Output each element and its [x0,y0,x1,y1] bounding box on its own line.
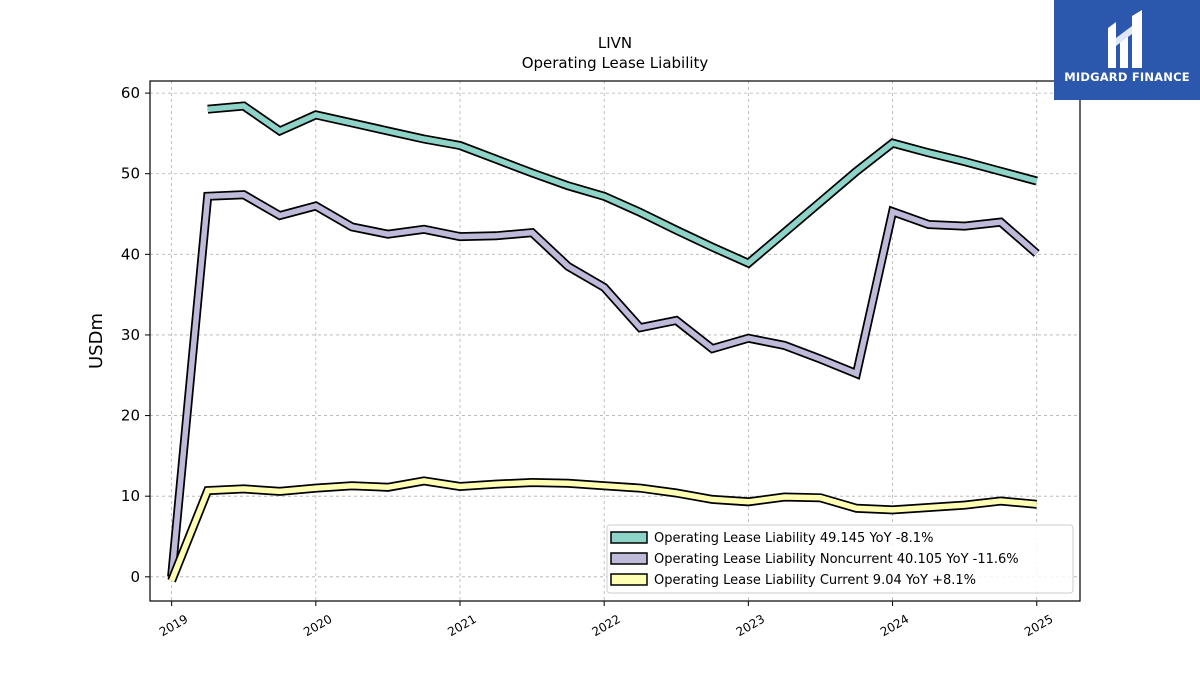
x-tick-label: 2023 [734,612,767,639]
logo-mark-icon [1108,10,1142,68]
y-tick-label: 0 [130,568,140,586]
midgard-finance-logo: MIDGARD FINANCE [1054,0,1200,100]
series-line-operating-lease-liability-noncurrent [168,191,1039,578]
x-tick-label: 2025 [1022,612,1055,639]
y-tick-label: 50 [121,165,140,183]
y-tick-label: 60 [121,84,140,102]
y-axis-label: USDm [86,313,107,369]
legend-swatch [610,531,648,544]
series-line-operating-lease-liability [207,103,1038,267]
legend-label: Operating Lease Liability Noncurrent 40.… [654,552,1019,567]
series-layer [167,101,1040,583]
y-tick-label: 40 [121,245,140,263]
y-tick-label: 30 [121,326,140,344]
legend-label: Operating Lease Liability Current 9.04 Y… [654,573,976,588]
legend-label: Operating Lease Liability 49.145 YoY -8.… [654,531,933,546]
y-axis: 0 10 20 30 40 50 60 [121,84,150,586]
legend: Operating Lease Liability 49.145 YoY -8.… [606,524,1074,594]
x-tick-label: 2020 [301,612,334,639]
legend-swatch [610,552,648,565]
logo-text: MIDGARD FINANCE [1064,70,1190,84]
chart-subtitle: Operating Lease Liability [522,54,709,72]
legend-swatch [610,573,648,586]
y-tick-label: 20 [121,407,140,425]
legend-box [606,524,1074,594]
plot-frame [149,80,1081,602]
x-tick-label: 2022 [589,612,622,639]
x-tick-label: 2019 [157,612,190,639]
x-axis: 2019 2020 2021 2022 2023 2024 2025 [157,601,1055,639]
chart-title: LIVN [598,34,632,52]
y-tick-label: 10 [121,487,140,505]
series-line-operating-lease-liability-current [169,478,1037,582]
x-tick-label: 2024 [878,612,911,639]
x-tick-label: 2021 [445,612,478,639]
series-outline-operating-lease-liability [207,101,1038,269]
grid-lines [150,81,1080,601]
